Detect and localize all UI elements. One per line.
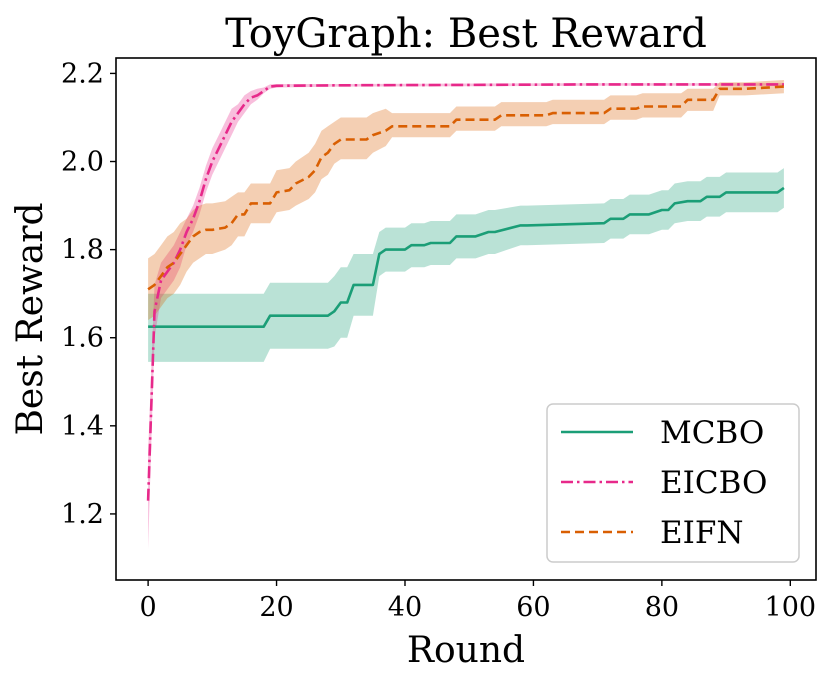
y-axis-label: Best Reward [10, 202, 51, 435]
x-axis-ticks: 0 20 40 60 80 100 [140, 580, 817, 623]
series-line-mcbo [148, 186, 785, 329]
chart-title: ToyGraph: Best Reward [225, 11, 707, 57]
x-tick-label: 0 [140, 592, 157, 623]
legend-label-mcbo: MCBO [660, 415, 764, 451]
y-tick-label: 1.6 [61, 323, 104, 354]
x-tick-label: 20 [259, 592, 293, 623]
series-lines [146, 83, 785, 501]
series-line-eifn [147, 85, 784, 291]
y-tick-label: 1.8 [61, 235, 104, 266]
x-tick-label: 60 [516, 592, 550, 623]
series-line-eicbo [146, 83, 784, 501]
band-eifn [148, 80, 784, 321]
y-tick-label: 1.4 [61, 411, 104, 442]
x-tick-label: 80 [645, 592, 679, 623]
legend-frame [546, 403, 800, 563]
y-tick-label: 2.0 [61, 147, 104, 178]
legend-label-eifn: EIFN [660, 515, 744, 551]
legend-label-eicbo: EICBO [660, 465, 767, 501]
y-tick-label: 2.2 [61, 58, 104, 89]
x-tick-label: 100 [765, 592, 817, 623]
y-tick-label: 1.2 [61, 499, 104, 530]
x-axis-label: Round [407, 630, 525, 671]
plot-frame [115, 57, 817, 581]
x-tick-label: 40 [388, 592, 422, 623]
legend: MCBO EICBO EIFN [546, 403, 800, 563]
y-axis-ticks: 1.2 1.4 1.6 1.8 2.0 2.2 [61, 58, 116, 530]
